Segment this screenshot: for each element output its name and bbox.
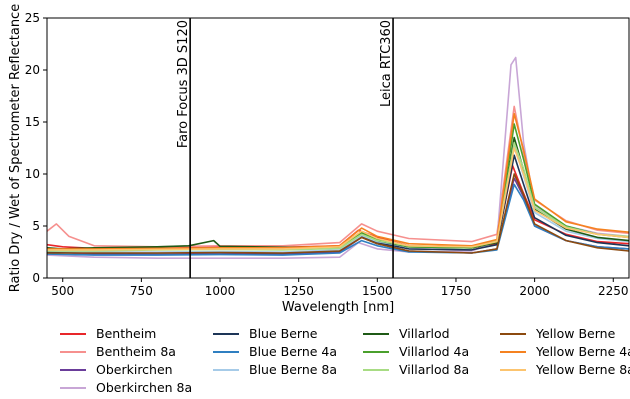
legend-label-0: Bentheim (96, 326, 156, 341)
y-tick-label-1: 5 (32, 219, 40, 233)
y-tick-label-5: 25 (25, 11, 40, 25)
legend-label-3: Oberkirchen 8a (96, 380, 192, 395)
vertical-marker-label-0: Faro Focus 3D S120 (176, 20, 191, 148)
legend-label-4: Blue Berne (249, 326, 318, 341)
series-layer (47, 56, 629, 259)
series-line-5 (47, 183, 629, 256)
vertical-marker-layer: Faro Focus 3D S120 Leica RTC360 (176, 18, 394, 278)
x-tick-label-2: 1000 (205, 284, 236, 298)
legend-label-10: Yellow Berne (535, 326, 616, 341)
y-tick-label-2: 10 (25, 167, 40, 181)
series-line-10 (47, 173, 629, 254)
legend-label-1: Bentheim 8a (96, 344, 176, 359)
legend-label-7: Villarlod (399, 326, 450, 341)
x-tick-label-5: 1750 (441, 284, 472, 298)
legend-label-12: Yellow Berne 8a (535, 362, 630, 377)
x-tick-label-6: 2000 (519, 284, 550, 298)
series-line-9 (47, 142, 629, 252)
x-axis: 500 750 1000 1250 1500 1750 2000 2250 (51, 278, 629, 298)
y-tick-label-3: 15 (25, 115, 40, 129)
legend-label-5: Blue Berne 4a (249, 344, 337, 359)
series-line-7 (47, 136, 629, 250)
x-tick-label-7: 2250 (598, 284, 629, 298)
plot-frame (46, 17, 630, 279)
series-line-1 (47, 105, 629, 248)
x-tick-label-1: 750 (130, 284, 153, 298)
vertical-marker-label-1: Leica RTC360 (379, 20, 394, 107)
series-line-11 (47, 112, 629, 250)
legend-label-2: Oberkirchen (96, 362, 173, 377)
series-line-12 (47, 147, 629, 251)
series-line-0 (47, 164, 629, 250)
y-tick-label-0: 0 (32, 271, 40, 285)
legend-label-6: Blue Berne 8a (249, 362, 337, 377)
series-line-8 (47, 123, 629, 251)
legend-label-9: Villarlod 8a (399, 362, 469, 377)
x-tick-label-4: 1500 (362, 284, 393, 298)
x-tick-label-0: 500 (51, 284, 74, 298)
y-axis-label: Ratio Dry / Wet of Spectrometer Reflecta… (8, 4, 23, 292)
legend: Bentheim Bentheim 8a Oberkirchen Oberkirche… (60, 326, 630, 395)
y-tick-label-4: 20 (25, 63, 40, 77)
x-tick-label-3: 1250 (283, 284, 314, 298)
series-line-6 (47, 144, 629, 253)
legend-label-8: Villarlod 4a (399, 344, 469, 359)
x-axis-label: Wavelength [nm] (282, 300, 394, 315)
legend-label-11: Yellow Berne 4a (535, 344, 630, 359)
y-axis: 0 5 10 15 20 25 (25, 11, 47, 285)
